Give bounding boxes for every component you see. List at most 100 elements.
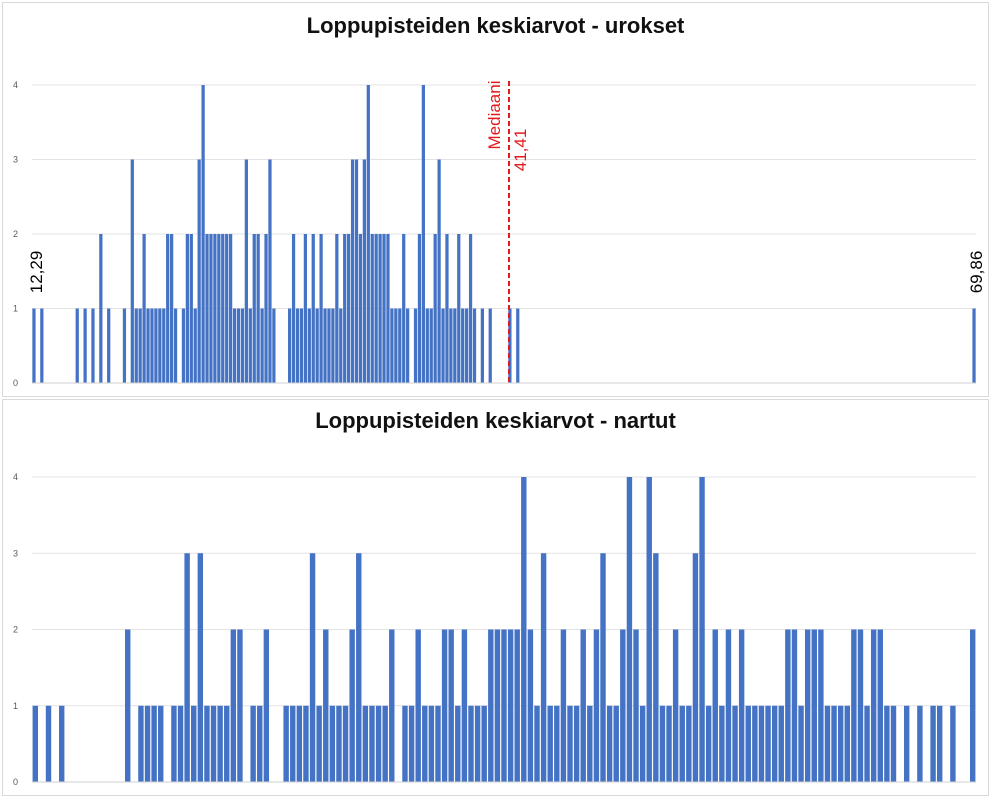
min-value-label-males: 12,29 (27, 251, 46, 294)
bar-males (461, 308, 465, 383)
bar-males (472, 308, 477, 383)
bar-females (824, 705, 831, 782)
chart-title-males: Loppupisteiden keskiarvot - urokset (306, 13, 685, 38)
max-value-label-males: 69,86 (967, 251, 986, 294)
bar-females (422, 705, 428, 782)
bar-males (382, 234, 386, 383)
bar-females (778, 705, 784, 782)
bar-females (151, 705, 157, 782)
bar-males (449, 308, 453, 383)
bar-males (83, 308, 87, 383)
y-tick-label-females: 3 (13, 548, 18, 558)
bar-males (244, 159, 248, 383)
bar-males (91, 308, 95, 383)
bar-females (587, 705, 593, 782)
bar-females (844, 705, 850, 782)
bar-females (527, 629, 534, 782)
y-tick-label-males: 3 (13, 155, 18, 165)
bar-males (315, 308, 319, 383)
bar-females (402, 705, 408, 782)
y-tick-label-males: 2 (13, 229, 18, 239)
bar-females (712, 629, 718, 782)
bar-females (765, 705, 771, 782)
bar-males (295, 308, 300, 383)
bar-females (811, 629, 817, 782)
bar-females (481, 705, 487, 782)
bar-males (158, 308, 162, 383)
bar-males (122, 308, 127, 383)
bar-females (316, 705, 322, 782)
bar-females (560, 629, 567, 782)
bar-females (369, 705, 375, 782)
bar-males (252, 234, 256, 383)
bar-females (804, 629, 811, 782)
bar-males (217, 234, 221, 383)
bar-males (398, 308, 402, 383)
bar-females (138, 705, 144, 782)
bar-females (659, 705, 666, 782)
bar-females (686, 705, 692, 782)
bar-males (260, 308, 264, 383)
bar-males (150, 308, 154, 383)
bar-females (204, 705, 210, 782)
bar-males (429, 308, 433, 383)
bar-males (370, 234, 374, 383)
bar-females (745, 705, 751, 782)
bar-females (791, 629, 798, 782)
bar-females (468, 705, 474, 782)
bar-males (193, 308, 197, 383)
bar-females (857, 629, 864, 782)
bar-females (903, 705, 910, 782)
bar-males (162, 308, 166, 383)
bar-females (679, 705, 685, 782)
y-tick-label-females: 2 (13, 625, 18, 635)
bar-females (851, 629, 857, 782)
bar-males (417, 234, 422, 383)
bar-females (125, 629, 131, 782)
bar-females (501, 629, 507, 782)
bar-males (221, 234, 225, 383)
bar-males (468, 234, 473, 383)
bar-females (738, 629, 745, 782)
bar-males (142, 234, 146, 383)
bar-females (144, 705, 151, 782)
bar-males (99, 234, 103, 383)
bar-males (972, 308, 976, 383)
bar-males (213, 234, 217, 383)
bar-females (573, 705, 580, 782)
bar-males (134, 308, 138, 383)
bar-females (197, 553, 204, 782)
bar-females (224, 705, 230, 782)
bar-females (606, 705, 613, 782)
bar-females (639, 705, 646, 782)
bar-females (771, 705, 778, 782)
chart-title-females: Loppupisteiden keskiarvot - nartut (315, 408, 676, 433)
bar-males (303, 234, 307, 383)
bar-males (138, 308, 142, 383)
bar-females (336, 705, 342, 782)
bar-males (323, 308, 327, 383)
bar-males (288, 308, 292, 383)
bar-males (299, 308, 304, 383)
bar-males (291, 234, 296, 383)
bar-females (521, 477, 527, 782)
bar-males (327, 308, 331, 383)
bar-males (264, 234, 268, 383)
bar-females (580, 629, 586, 782)
bar-males (256, 234, 260, 383)
bar-males (173, 308, 178, 383)
bar-males (32, 308, 36, 383)
bar-males (366, 85, 370, 383)
bar-females (732, 705, 738, 782)
bar-females (494, 629, 501, 782)
bar-females (382, 705, 388, 782)
bar-females (725, 629, 732, 782)
bar-males (374, 234, 378, 383)
bar-females (230, 629, 237, 782)
bar-females (633, 629, 639, 782)
bar-males (390, 308, 394, 383)
bar-males (421, 85, 425, 383)
bar-females (593, 629, 600, 782)
bar-females (547, 705, 553, 782)
